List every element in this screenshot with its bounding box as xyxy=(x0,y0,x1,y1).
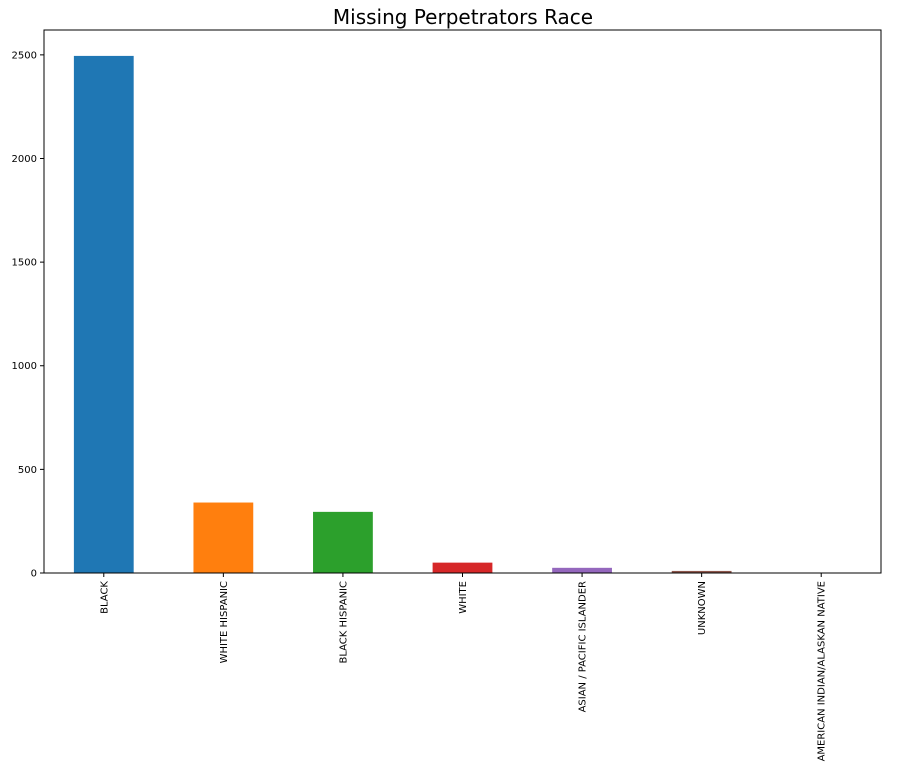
x-tick-label: UNKNOWN xyxy=(697,581,708,635)
y-tick-label: 500 xyxy=(18,465,37,476)
x-tick-label: AMERICAN INDIAN/ALASKAN NATIVE xyxy=(817,581,828,761)
y-tick-label: 0 xyxy=(31,569,37,580)
bar-4 xyxy=(433,563,493,573)
y-tick-label: 2500 xyxy=(12,50,37,61)
x-tick-label: BLACK HISPANIC xyxy=(338,581,349,664)
x-tick-label: WHITE HISPANIC xyxy=(219,581,230,663)
y-axis: 0 500 1000 1500 2000 2500 xyxy=(12,50,44,579)
y-tick-label: 1000 xyxy=(12,361,37,372)
plot-frame xyxy=(44,30,881,573)
x-tick-label: WHITE xyxy=(458,581,469,614)
y-tick-label: 2000 xyxy=(12,154,37,165)
bar-1 xyxy=(74,56,134,573)
y-tick-label: 1500 xyxy=(12,258,37,269)
x-tick-label: BLACK xyxy=(99,581,110,614)
bar-5 xyxy=(552,568,612,573)
bar-2 xyxy=(193,503,253,573)
bar-3 xyxy=(313,512,373,573)
x-tick-label: ASIAN / PACIFIC ISLANDER xyxy=(578,581,589,712)
bars-group xyxy=(74,56,851,573)
x-axis: BLACK WHITE HISPANIC BLACK HISPANIC WHITE AS… xyxy=(99,573,827,761)
chart-title: Missing Perpetrators Race xyxy=(333,5,593,29)
